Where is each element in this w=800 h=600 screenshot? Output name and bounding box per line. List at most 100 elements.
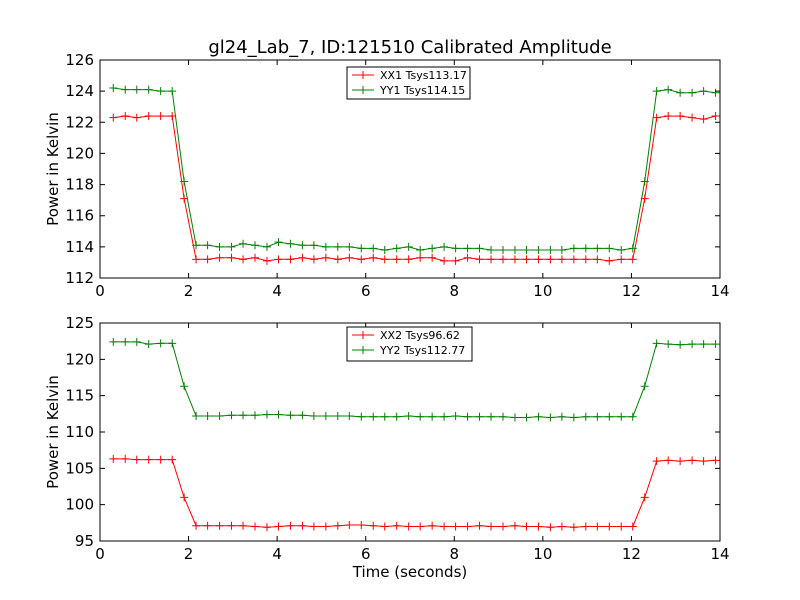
- data-point: [298, 411, 307, 420]
- data-point: [640, 493, 649, 502]
- data-point: [440, 412, 449, 421]
- data-point: [440, 256, 449, 265]
- data-point: [475, 244, 484, 253]
- data-point: [227, 253, 236, 262]
- data-point: [321, 412, 330, 421]
- data-point: [416, 412, 425, 421]
- data-point: [711, 456, 720, 465]
- data-point: [699, 87, 708, 96]
- data-point: [487, 245, 496, 254]
- data-point: [664, 340, 673, 349]
- y-tick-label: 124: [65, 82, 94, 100]
- data-point: [333, 521, 342, 530]
- data-point: [345, 521, 354, 530]
- legend-marker: [359, 331, 367, 339]
- data-point: [298, 253, 307, 262]
- data-point: [274, 238, 283, 247]
- data-point: [203, 521, 212, 530]
- data-point: [156, 455, 165, 464]
- data-point: [581, 412, 590, 421]
- data-point: [321, 253, 330, 262]
- data-point: [274, 255, 283, 264]
- x-axis-label: Time (seconds): [352, 563, 468, 581]
- data-point: [617, 245, 626, 254]
- data-point: [593, 244, 602, 253]
- data-point: [499, 245, 507, 254]
- legend-label: XX1 Tsys113.17: [380, 69, 467, 82]
- data-point: [428, 253, 437, 262]
- data-point: [557, 412, 566, 421]
- data-point: [451, 244, 460, 253]
- data-point: [688, 340, 697, 349]
- data-point: [664, 456, 673, 465]
- data-point: [640, 177, 649, 186]
- legend-label: YY2 Tsys112.77: [379, 344, 465, 357]
- series-path: [113, 87, 716, 251]
- data-point: [593, 412, 602, 421]
- data-point: [404, 242, 413, 251]
- x-tick-label: 10: [533, 545, 552, 563]
- data-point: [652, 457, 661, 466]
- data-point: [262, 523, 271, 532]
- data-point: [463, 412, 472, 421]
- data-point: [557, 245, 566, 254]
- data-point: [180, 382, 189, 391]
- data-point: [416, 245, 425, 254]
- data-point: [345, 242, 354, 251]
- data-point: [628, 244, 637, 253]
- y-tick-label: 114: [65, 238, 94, 256]
- data-point: [628, 522, 637, 531]
- legend: XX2 Tsys96.62 YY2 Tsys112.77: [346, 326, 473, 362]
- x-tick-label: 0: [95, 545, 105, 563]
- data-point: [286, 239, 295, 248]
- data-point: [203, 412, 212, 421]
- data-point: [487, 255, 496, 264]
- data-point: [699, 115, 708, 124]
- y-axis-label: Power in Kelvin: [44, 112, 62, 226]
- data-point: [475, 521, 484, 530]
- data-point: [321, 522, 330, 531]
- data-point: [404, 522, 413, 531]
- data-point: [239, 239, 248, 248]
- data-point: [416, 522, 425, 531]
- data-point: [227, 242, 236, 251]
- data-point: [392, 521, 401, 530]
- series-4-line: [109, 337, 720, 422]
- data-point: [463, 522, 472, 531]
- data-point: [499, 412, 507, 421]
- data-point: [699, 340, 708, 349]
- legend-marker: [359, 71, 367, 79]
- legend-marker: [359, 86, 367, 94]
- data-point: [369, 244, 378, 253]
- data-point: [156, 87, 165, 96]
- data-point: [428, 412, 437, 421]
- data-point: [121, 85, 130, 94]
- data-point: [357, 521, 366, 530]
- data-point: [144, 112, 153, 121]
- data-point: [605, 412, 614, 421]
- series-1-line: [109, 112, 720, 265]
- x-tick-label: 10: [533, 282, 552, 300]
- data-point: [392, 244, 401, 253]
- top-subplot: 0 2 4 6 8 10 12 14 112 114 116 118 120 122 124 126 Power…: [44, 51, 730, 300]
- data-point: [286, 521, 295, 530]
- data-point: [676, 340, 685, 349]
- data-point: [109, 84, 118, 93]
- data-point: [440, 522, 449, 531]
- x-tick-label: 14: [710, 545, 729, 563]
- data-point: [227, 411, 236, 420]
- data-point: [404, 412, 413, 421]
- data-point: [262, 256, 271, 265]
- x-tick-label: 14: [710, 282, 729, 300]
- data-point: [309, 412, 318, 421]
- data-point: [475, 412, 484, 421]
- data-point: [557, 255, 566, 264]
- data-point: [144, 340, 153, 349]
- bottom-subplot: 0 2 4 6 8 10 12 14 95 100 105 110 115 120 125 Power in …: [44, 314, 730, 581]
- data-point: [192, 521, 201, 530]
- data-point: [510, 245, 519, 254]
- data-point: [215, 253, 224, 262]
- legend-box: [346, 66, 471, 100]
- data-point: [156, 112, 165, 121]
